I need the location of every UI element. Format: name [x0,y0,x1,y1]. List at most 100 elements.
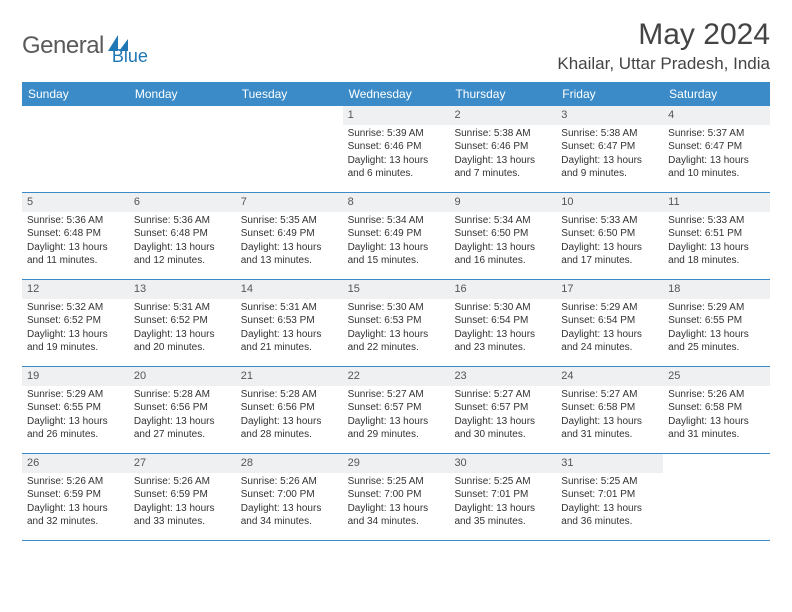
sunrise-label: Sunrise: 5:28 AM [134,388,231,402]
day-cell: 3Sunrise: 5:38 AMSunset: 6:47 PMDaylight… [556,106,663,192]
day-cell: 9Sunrise: 5:34 AMSunset: 6:50 PMDaylight… [449,193,556,279]
daylight-label-2: and 33 minutes. [134,515,231,529]
daylight-label-2: and 16 minutes. [454,254,551,268]
day-number: 29 [343,454,450,473]
weekday-tuesday: Tuesday [236,82,343,106]
daylight-label-1: Daylight: 13 hours [454,154,551,168]
daylight-label-1: Daylight: 13 hours [668,241,765,255]
week-row: 5 Sunrise: 5:36 AMSunset: 6:48 PM Daylight… [22,193,770,280]
sunrise-label: Sunrise: 5:27 AM [561,388,658,402]
day-number: 16 [449,280,556,299]
day-number: 19 [22,367,129,386]
daylight-label-1: Daylight: 13 hours [134,502,231,516]
daylight-label-1: Daylight: 13 hours [668,415,765,429]
day-number: 5 [22,193,129,212]
daylight-label-1: Daylight: 13 hours [561,502,658,516]
day-number: 11 [663,193,770,212]
day-cell: 26Sunrise: 5:26 AMSunset: 6:59 PMDayligh… [22,454,129,540]
daylight-label-1: Daylight: 13 hours [348,502,445,516]
sunset-label: Sunset: 6:46 PM [454,140,551,154]
sunset-label: Sunset: 6:56 PM [134,401,231,415]
day-number: 4 [663,106,770,125]
day-number: 3 [556,106,663,125]
daylight-label-1: Daylight: 13 hours [348,154,445,168]
day-cell: 14Sunrise: 5:31 AMSunset: 6:53 PMDayligh… [236,280,343,366]
day-number [236,106,343,125]
sunrise-label: Sunrise: 5:29 AM [27,388,124,402]
daylight-label-1: Daylight: 13 hours [348,328,445,342]
daylight-label-1: Daylight: 13 hours [241,502,338,516]
sunrise-label: Sunrise: 5:38 AM [454,127,551,141]
day-number: 12 [22,280,129,299]
sunset-label: Sunset: 6:55 PM [27,401,124,415]
sunset-label: Sunset: 6:54 PM [561,314,658,328]
daylight-label-2: and 22 minutes. [348,341,445,355]
day-cell: 6Sunrise: 5:36 AMSunset: 6:48 PMDaylight… [129,193,236,279]
day-cell: 2 Sunrise: 5:38 AMSunset: 6:46 PMDaylight… [449,106,556,192]
weekday-thursday: Thursday [449,82,556,106]
week-row: 1Sunrise: 5:39 AMSunset: 6:46 PMDaylight… [22,106,770,193]
daylight-label-2: and 11 minutes. [27,254,124,268]
logo-text-blue: Blue [112,46,148,67]
day-cell: 22Sunrise: 5:27 AMSunset: 6:57 PMDayligh… [343,367,450,453]
weekday-header-row: Sunday Monday Tuesday Wednesday Thursday… [22,82,770,106]
daylight-label-2: and 34 minutes. [348,515,445,529]
day-cell: 11Sunrise: 5:33 AMSunset: 6:51 PMDayligh… [663,193,770,279]
day-number: 28 [236,454,343,473]
daylight-label-2: and 31 minutes. [561,428,658,442]
calendar-page: General Blue May 2024 Khailar, Uttar Pra… [0,0,792,551]
daylight-label-2: and 9 minutes. [561,167,658,181]
day-cell [22,106,129,192]
sunset-label: Sunset: 6:57 PM [454,401,551,415]
day-cell: 12Sunrise: 5:32 AMSunset: 6:52 PMDayligh… [22,280,129,366]
sunset-label: Sunset: 6:55 PM [668,314,765,328]
sunrise-label: Sunrise: 5:25 AM [561,475,658,489]
sunset-label: Sunset: 6:48 PM [134,227,231,241]
weekday-friday: Friday [556,82,663,106]
sunset-label: Sunset: 7:00 PM [348,488,445,502]
daylight-label-1: Daylight: 13 hours [668,328,765,342]
day-cell: 28Sunrise: 5:26 AMSunset: 7:00 PMDayligh… [236,454,343,540]
day-number: 26 [22,454,129,473]
daylight-label-1: Daylight: 13 hours [454,328,551,342]
sunrise-label: Sunrise: 5:27 AM [454,388,551,402]
weeks-container: 1Sunrise: 5:39 AMSunset: 6:46 PMDaylight… [22,106,770,541]
sunrise-label: Sunrise: 5:27 AM [348,388,445,402]
day-cell: 16Sunrise: 5:30 AMSunset: 6:54 PMDayligh… [449,280,556,366]
sunrise-label: Sunrise: 5:33 AM [561,214,658,228]
daylight-label-2: and 23 minutes. [454,341,551,355]
day-number [129,106,236,125]
day-number: 1 [343,106,450,125]
daylight-label-2: and 17 minutes. [561,254,658,268]
title-block: May 2024 Khailar, Uttar Pradesh, India [557,18,770,74]
daylight-label-1: Daylight: 13 hours [454,502,551,516]
sunrise-label: Sunrise: 5:34 AM [454,214,551,228]
day-cell: 8Sunrise: 5:34 AMSunset: 6:49 PMDaylight… [343,193,450,279]
day-number [22,106,129,125]
day-cell [236,106,343,192]
day-cell: 10Sunrise: 5:33 AMSunset: 6:50 PMDayligh… [556,193,663,279]
day-cell: 31Sunrise: 5:25 AMSunset: 7:01 PMDayligh… [556,454,663,540]
daylight-label-2: and 18 minutes. [668,254,765,268]
sunrise-label: Sunrise: 5:36 AM [134,214,231,228]
day-cell: 7Sunrise: 5:35 AMSunset: 6:49 PMDaylight… [236,193,343,279]
daylight-label-1: Daylight: 13 hours [27,502,124,516]
daylight-label-1: Daylight: 13 hours [561,154,658,168]
day-number [663,454,770,473]
daylight-label-1: Daylight: 13 hours [348,415,445,429]
daylight-label-2: and 13 minutes. [241,254,338,268]
day-number: 2 [449,106,556,125]
daylight-label-2: and 12 minutes. [134,254,231,268]
daylight-label-1: Daylight: 13 hours [454,415,551,429]
weekday-saturday: Saturday [663,82,770,106]
week-row: 19 Sunrise: 5:29 AMSunset: 6:55 PM Dayligh… [22,367,770,454]
daylight-label-2: and 31 minutes. [668,428,765,442]
sunset-label: Sunset: 6:59 PM [27,488,124,502]
daylight-label-2: and 19 minutes. [27,341,124,355]
day-cell: 27Sunrise: 5:26 AMSunset: 6:59 PMDayligh… [129,454,236,540]
sunrise-label: Sunrise: 5:28 AM [241,388,338,402]
sunrise-label: Sunrise: 5:31 AM [241,301,338,315]
day-number: 25 [663,367,770,386]
day-number: 14 [236,280,343,299]
day-number: 15 [343,280,450,299]
